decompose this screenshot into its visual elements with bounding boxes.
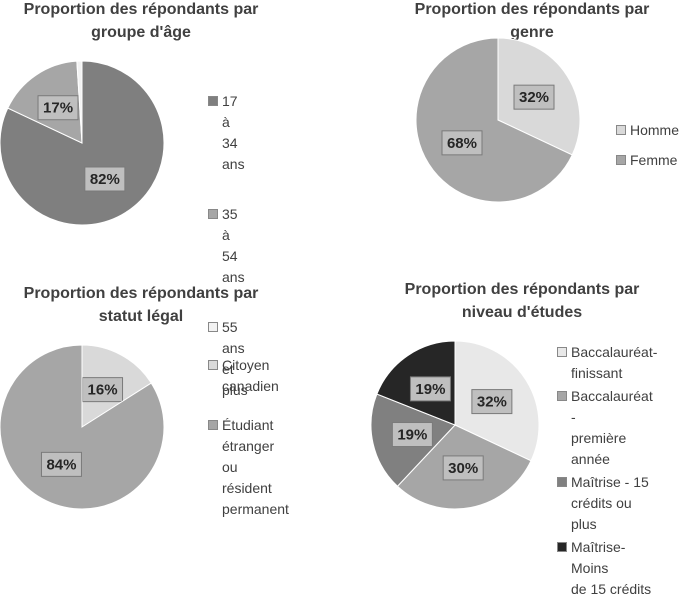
data-label-text: 32% [519, 89, 549, 106]
data-label: 16% [82, 377, 124, 403]
legend: Baccalauréat-finissant Baccalauréat - pre… [557, 342, 657, 600]
chart-title: Proportion des répondants par groupe d'â… [0, 0, 282, 44]
legend-item-bac-finissant: Baccalauréat-finissant [557, 342, 657, 384]
data-label-box [513, 84, 555, 110]
legend-label: plus [222, 382, 248, 398]
data-label-text: 84% [46, 456, 76, 473]
data-label-text: 32% [477, 394, 507, 411]
legend-item-citoyen: Citoyen canadien [208, 355, 289, 397]
chart-title: Proportion des répondants par genre [382, 0, 682, 44]
legend-item-etudiant-etranger: Étudiant étranger ou résident permanent [208, 415, 289, 520]
pie-slice [415, 37, 573, 203]
legend-label: première année [571, 430, 627, 467]
pie-chart-gender: 32% 68% [415, 37, 581, 203]
chart-title-line: Proportion des répondants par [23, 285, 259, 302]
legend-label: Baccalauréat- [571, 344, 658, 360]
data-label-text: 68% [447, 135, 477, 152]
legend-label: Baccalauréat - [571, 388, 653, 425]
legend-swatch [208, 420, 218, 430]
legend-label: canadien [222, 378, 279, 394]
legend-swatch [557, 391, 567, 401]
data-label-box [82, 377, 124, 403]
chart-title-line: Proportion des répondants par [414, 1, 650, 18]
legend-swatch [616, 125, 626, 135]
chart-title-line: Proportion des répondants par [404, 281, 640, 298]
legend-swatch [557, 347, 567, 357]
legend-label: crédits ou plus [571, 495, 632, 532]
data-label-box [40, 451, 82, 477]
data-label-box [441, 130, 483, 156]
legend: 17 à 34 ans 35 à 54 ans 55 ans et plus [208, 91, 248, 401]
legend-swatch [557, 542, 567, 552]
chart-title-line: niveau d'études [461, 304, 583, 321]
data-label-box [409, 376, 451, 402]
data-label: 19% [409, 376, 451, 402]
legend-label: 35 à 54 ans [222, 206, 245, 285]
data-label: 32% [513, 84, 555, 110]
legend-label: 17 à 34 ans [222, 93, 245, 172]
legend-swatch [208, 96, 218, 106]
chart-title-line: genre [510, 24, 554, 41]
pie-chart-legal-status: 16% 84% [0, 344, 165, 510]
pie-chart-study-level: 32% 30% 19% 19% [370, 340, 540, 510]
data-label-box [471, 389, 513, 415]
data-label-box [37, 95, 79, 121]
chart-title-line: groupe d'âge [91, 24, 191, 41]
data-label: 30% [442, 455, 484, 481]
data-label: 32% [471, 389, 513, 415]
data-label: 82% [84, 166, 126, 192]
legend-label: Citoyen [222, 357, 270, 373]
legend-swatch [557, 477, 567, 487]
legend-label: Maîtrise - 15 [571, 474, 649, 490]
legend-label: 55 ans et [222, 319, 245, 377]
legend-label: permanent [222, 501, 289, 517]
legend-item-17-34: 17 à 34 ans [208, 91, 248, 175]
legend-item-55-plus: 55 ans et plus [208, 317, 248, 401]
data-label-text: 19% [397, 427, 427, 444]
legend-label: finissant [571, 365, 623, 381]
pie-slice [76, 60, 83, 144]
data-label-box [84, 166, 126, 192]
legend-item-femme: Femme [616, 150, 679, 171]
data-label-text: 82% [90, 171, 120, 188]
data-label-text: 30% [448, 460, 478, 477]
legend: Homme Femme [616, 120, 679, 171]
chart-title: Proportion des répondants par niveau d'é… [362, 278, 682, 324]
data-label: 17% [37, 95, 79, 121]
legend: Citoyen canadien Étudiant étranger ou résid… [208, 355, 289, 520]
chart-title-line: Proportion des répondants par [23, 1, 259, 18]
legend-item-35-54: 35 à 54 ans [208, 204, 248, 288]
legend-label: résident [222, 480, 272, 496]
data-label: 68% [441, 130, 483, 156]
data-label-text: 19% [415, 381, 445, 398]
chart-title-line: statut légal [98, 308, 184, 325]
legend-label: étranger ou [222, 438, 275, 475]
legend-label: Femme [630, 152, 678, 168]
legend-item-maitrise-moins-15: Maîtrise- Moins de 15 crédits [557, 537, 657, 600]
legend-label: de 15 crédits [571, 581, 652, 597]
data-label-box [391, 422, 433, 448]
legend-item-maitrise-15-plus: Maîtrise - 15 crédits ou plus [557, 472, 657, 535]
legend-item-homme: Homme [616, 120, 679, 141]
legend-label: Homme [630, 122, 680, 138]
legend-label: Étudiant [222, 417, 274, 433]
legend-label: Maîtrise- Moins [571, 539, 626, 576]
legend-swatch [208, 209, 218, 219]
legend-item-bac-premiere: Baccalauréat - première année [557, 386, 657, 470]
legend-swatch [616, 155, 626, 165]
legend-swatch [208, 322, 218, 332]
data-label: 84% [40, 451, 82, 477]
data-label: 19% [391, 422, 433, 448]
legend-swatch [208, 360, 218, 370]
data-label-box [442, 455, 484, 481]
pie-chart-age-group: 82% 17% [0, 60, 165, 226]
data-label-text: 16% [88, 382, 118, 399]
data-label-text: 17% [43, 100, 73, 117]
chart-title: Proportion des répondants par statut lég… [0, 282, 282, 328]
